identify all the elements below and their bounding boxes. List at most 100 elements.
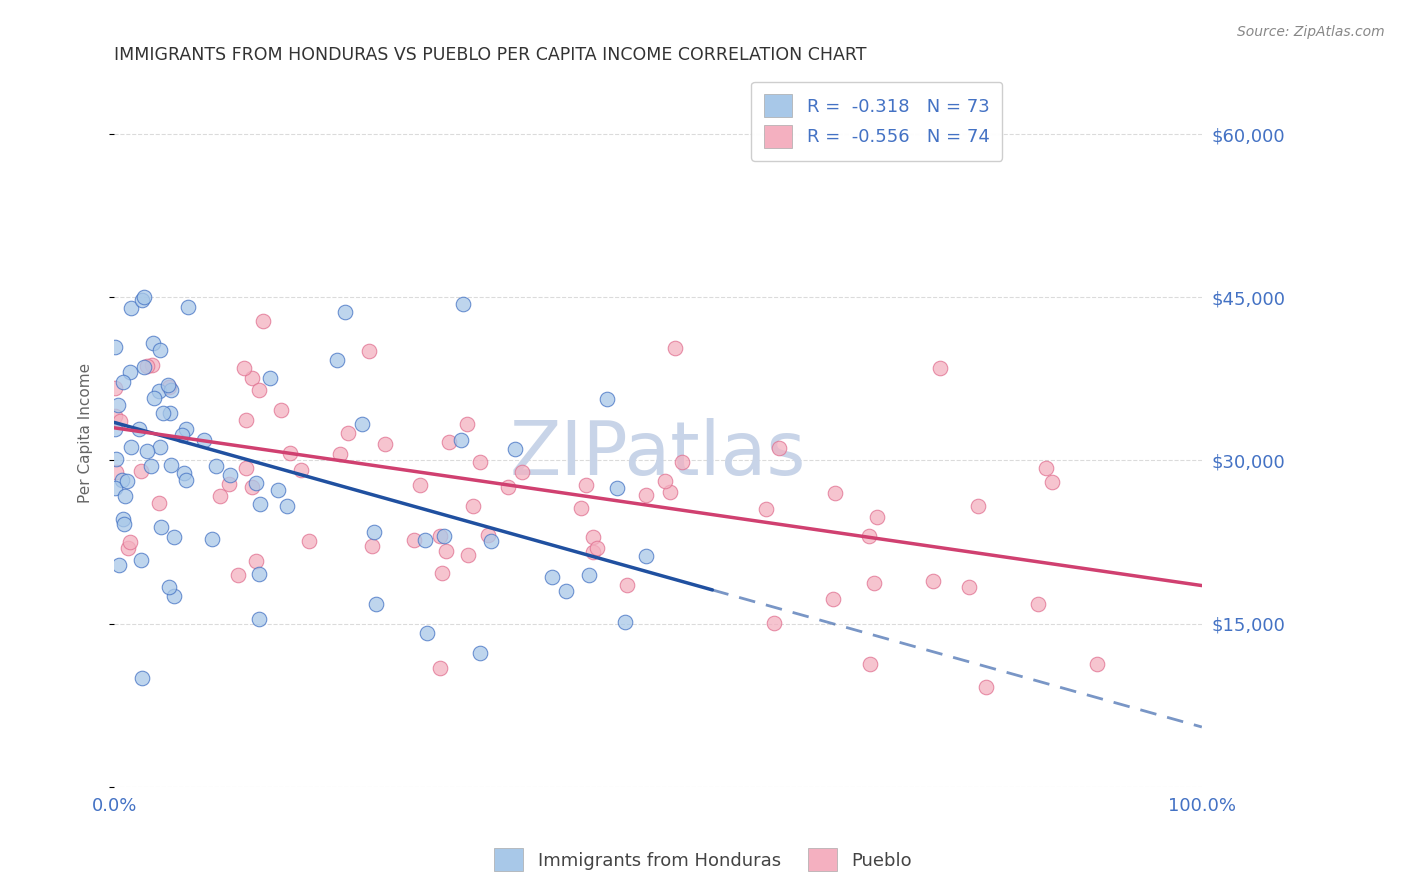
Point: [104, 381, 127, 395]
Point: [569, 501, 592, 516]
Point: [510, 465, 533, 479]
Point: [149, 343, 172, 357]
Point: [245, 554, 267, 568]
Point: [135, 443, 157, 458]
Point: [108, 558, 131, 572]
Point: [105, 452, 128, 467]
Point: [128, 422, 150, 436]
Point: [111, 512, 134, 526]
Point: [413, 533, 436, 547]
Point: [132, 290, 155, 304]
Point: [152, 406, 174, 420]
Point: [433, 529, 456, 543]
Point: [172, 427, 194, 442]
Point: [240, 370, 263, 384]
Point: [107, 398, 129, 412]
Point: [249, 497, 271, 511]
Point: [823, 591, 845, 606]
Point: [120, 440, 142, 454]
Point: [209, 489, 232, 503]
Point: [359, 344, 381, 359]
Point: [366, 597, 388, 611]
Point: [129, 464, 152, 478]
Point: [176, 473, 198, 487]
Point: [360, 539, 382, 553]
Point: [235, 413, 257, 427]
Point: [477, 527, 499, 541]
Point: [437, 434, 460, 449]
Point: [336, 425, 359, 440]
Point: [1035, 460, 1057, 475]
Point: [430, 566, 453, 580]
Point: [616, 578, 638, 592]
Point: [636, 488, 658, 502]
Point: [582, 545, 605, 559]
Point: [363, 525, 385, 540]
Point: [112, 516, 135, 531]
Point: [276, 499, 298, 513]
Point: [863, 576, 886, 591]
Point: [149, 519, 172, 533]
Point: [129, 553, 152, 567]
Point: [163, 589, 186, 603]
Point: [118, 365, 141, 379]
Point: [134, 359, 156, 374]
Point: [402, 533, 425, 548]
Point: [157, 380, 180, 394]
Point: [218, 467, 240, 482]
Point: [468, 455, 491, 469]
Point: [865, 509, 887, 524]
Point: [163, 530, 186, 544]
Point: [456, 417, 478, 432]
Point: [142, 336, 165, 351]
Point: [118, 535, 141, 549]
Point: [205, 458, 228, 473]
Point: [479, 533, 502, 548]
Point: [755, 502, 778, 516]
Point: [436, 544, 458, 558]
Point: [104, 481, 127, 495]
Point: [142, 392, 165, 406]
Point: [468, 646, 491, 660]
Text: IMMIGRANTS FROM HONDURAS VS PUEBLO PER CAPITA INCOME CORRELATION CHART: IMMIGRANTS FROM HONDURAS VS PUEBLO PER C…: [114, 46, 866, 64]
Point: [139, 458, 162, 473]
Point: [135, 359, 157, 373]
Point: [218, 477, 240, 491]
Point: [429, 660, 451, 674]
Point: [104, 422, 127, 436]
Point: [104, 465, 127, 479]
Point: [111, 375, 134, 389]
Point: [240, 480, 263, 494]
Point: [374, 436, 396, 450]
Point: [177, 300, 200, 314]
Point: [957, 580, 980, 594]
Text: Source: ZipAtlas.com: Source: ZipAtlas.com: [1237, 25, 1385, 39]
Point: [450, 433, 472, 447]
Point: [120, 301, 142, 315]
Point: [111, 473, 134, 487]
Point: [457, 548, 479, 562]
Point: [596, 392, 619, 407]
Point: [235, 460, 257, 475]
Point: [104, 409, 127, 423]
Point: [614, 615, 637, 630]
Point: [496, 480, 519, 494]
Point: [416, 626, 439, 640]
Point: [252, 314, 274, 328]
Point: [290, 463, 312, 477]
Point: [762, 615, 785, 630]
Point: [247, 566, 270, 581]
Point: [149, 440, 172, 454]
Legend: R =  -0.318   N = 73, R =  -0.556   N = 74: R = -0.318 N = 73, R = -0.556 N = 74: [751, 82, 1002, 161]
Point: [298, 534, 321, 549]
Point: [141, 358, 163, 372]
Point: [606, 481, 628, 495]
Y-axis label: Per Capita Income: Per Capita Income: [79, 363, 93, 503]
Point: [173, 466, 195, 480]
Point: [156, 378, 179, 392]
Point: [247, 612, 270, 626]
Point: [176, 421, 198, 435]
Point: [858, 529, 880, 543]
Point: [270, 403, 292, 417]
Point: [117, 541, 139, 556]
